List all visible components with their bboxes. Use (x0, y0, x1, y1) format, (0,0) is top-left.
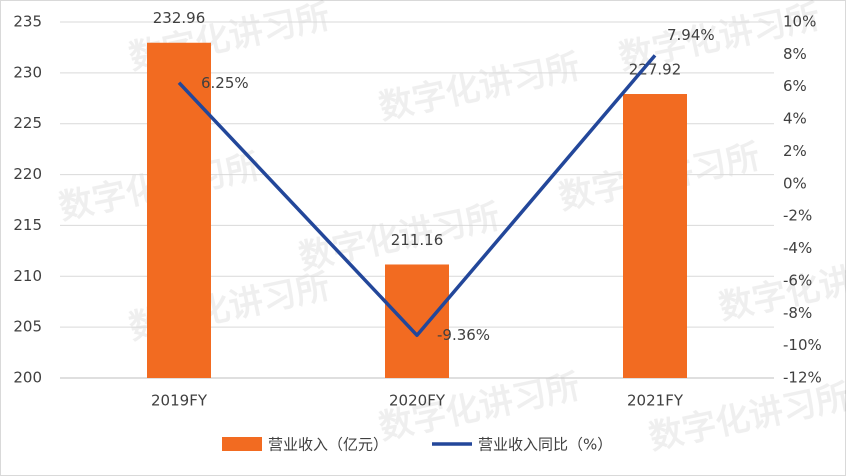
y-tick-label: 205 (13, 318, 42, 336)
y2-tick-label: 0% (783, 174, 807, 192)
y-tick-label: 235 (13, 13, 42, 31)
bar-value-label: 227.92 (629, 61, 682, 79)
y2-tick-label: 4% (783, 110, 807, 128)
bar (147, 42, 211, 378)
x-tick-label: 2019FY (151, 392, 208, 410)
y2-tick-label: 2% (783, 142, 807, 160)
y2-tick-label: -10% (783, 336, 822, 354)
y2-tick-label: 6% (783, 77, 807, 95)
line (177, 54, 657, 338)
line-value-label: 6.25% (201, 74, 249, 92)
y-tick-label: 210 (13, 267, 42, 285)
line-value-label: 7.94% (667, 26, 715, 44)
y2-tick-label: 8% (783, 45, 807, 63)
y-tick-label: 225 (13, 114, 42, 132)
bar (385, 264, 449, 378)
y2-tick-label: -6% (783, 271, 812, 289)
y2-tick-label: 10% (783, 13, 816, 31)
y2-tick-label: -2% (783, 207, 812, 225)
y-tick-label: 215 (13, 216, 42, 234)
bar (623, 94, 687, 378)
bar-value-label: 232.96 (153, 9, 206, 27)
legend-label: 营业收入同比（%） (478, 436, 612, 454)
y2-tick-label: -8% (783, 304, 812, 322)
y-tick-label: 220 (13, 165, 42, 183)
bar-value-label: 211.16 (391, 231, 444, 249)
x-tick-label: 2020FY (389, 392, 446, 410)
y2-tick-label: -4% (783, 239, 812, 257)
y2-tick-label: -12% (783, 369, 822, 387)
legend-label: 营业收入（亿元） (268, 436, 388, 454)
y-tick-label: 200 (13, 369, 42, 387)
line-value-label: -9.36% (437, 326, 490, 344)
y-tick-label: 230 (13, 63, 42, 81)
legend-swatch (222, 437, 262, 451)
x-tick-label: 2021FY (627, 392, 684, 410)
